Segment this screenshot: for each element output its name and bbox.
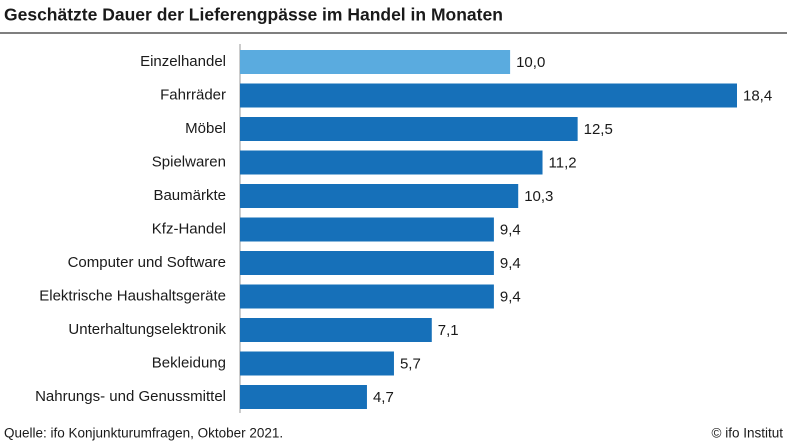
value-label: 5,7 [400, 355, 421, 372]
value-label: 18,4 [743, 87, 772, 104]
value-label: 10,0 [516, 54, 545, 71]
category-label: Fahrräder [160, 86, 226, 103]
category-label: Bekleidung [152, 354, 226, 371]
bar [240, 385, 367, 409]
bar [240, 217, 494, 242]
bar [240, 351, 394, 376]
bar [240, 117, 578, 141]
value-label: 10,3 [524, 188, 553, 205]
value-label: 9,4 [500, 221, 521, 238]
bar [240, 83, 737, 108]
category-label: Spielwaren [152, 153, 226, 170]
category-label: Unterhaltungselektronik [68, 321, 226, 338]
category-label: Nahrungs- und Genussmittel [35, 388, 226, 405]
category-label: Kfz-Handel [152, 220, 226, 237]
bar [240, 284, 494, 309]
value-label: 4,7 [373, 389, 394, 406]
source: Quelle: ifo Konjunkturumfragen, Oktober … [4, 426, 283, 441]
bar [240, 50, 511, 74]
bar [240, 318, 432, 342]
chart-title: Geschätzte Dauer der Lieferengpässe im H… [4, 5, 503, 25]
bar [240, 150, 543, 175]
value-label: 9,4 [500, 288, 521, 305]
bar [240, 251, 494, 275]
value-label: 11,2 [549, 154, 577, 171]
category-label: Einzelhandel [140, 53, 226, 70]
bar [240, 184, 519, 208]
category-label: Baumärkte [153, 187, 226, 204]
copyright: © ifo Institut [712, 426, 784, 441]
category-label: Möbel [185, 120, 226, 137]
value-label: 12,5 [584, 121, 613, 138]
value-label: 7,1 [438, 322, 459, 339]
value-label: 9,4 [500, 255, 521, 272]
category-label: Computer und Software [68, 254, 226, 271]
category-label: Elektrische Haushaltsgeräte [39, 287, 226, 304]
